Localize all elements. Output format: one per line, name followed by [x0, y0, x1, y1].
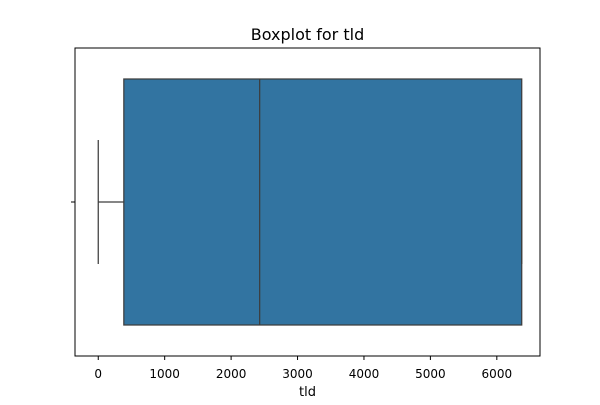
box-iqr [123, 78, 523, 326]
x-tick-label-1000: 1000 [149, 367, 180, 381]
x-tick-label-4000: 4000 [349, 367, 380, 381]
x-tick-label-0: 0 [94, 367, 102, 381]
x-tick-label-2000: 2000 [216, 367, 247, 381]
x-axis-label: tld [299, 385, 316, 400]
x-tick-label-3000: 3000 [282, 367, 313, 381]
chart-title: Boxplot for tld [251, 25, 364, 44]
x-tick-label-5000: 5000 [415, 367, 446, 381]
x-tick-label-6000: 6000 [482, 367, 513, 381]
plot-area: 0 1000 2000 3000 4000 5000 6000 [71, 47, 541, 381]
